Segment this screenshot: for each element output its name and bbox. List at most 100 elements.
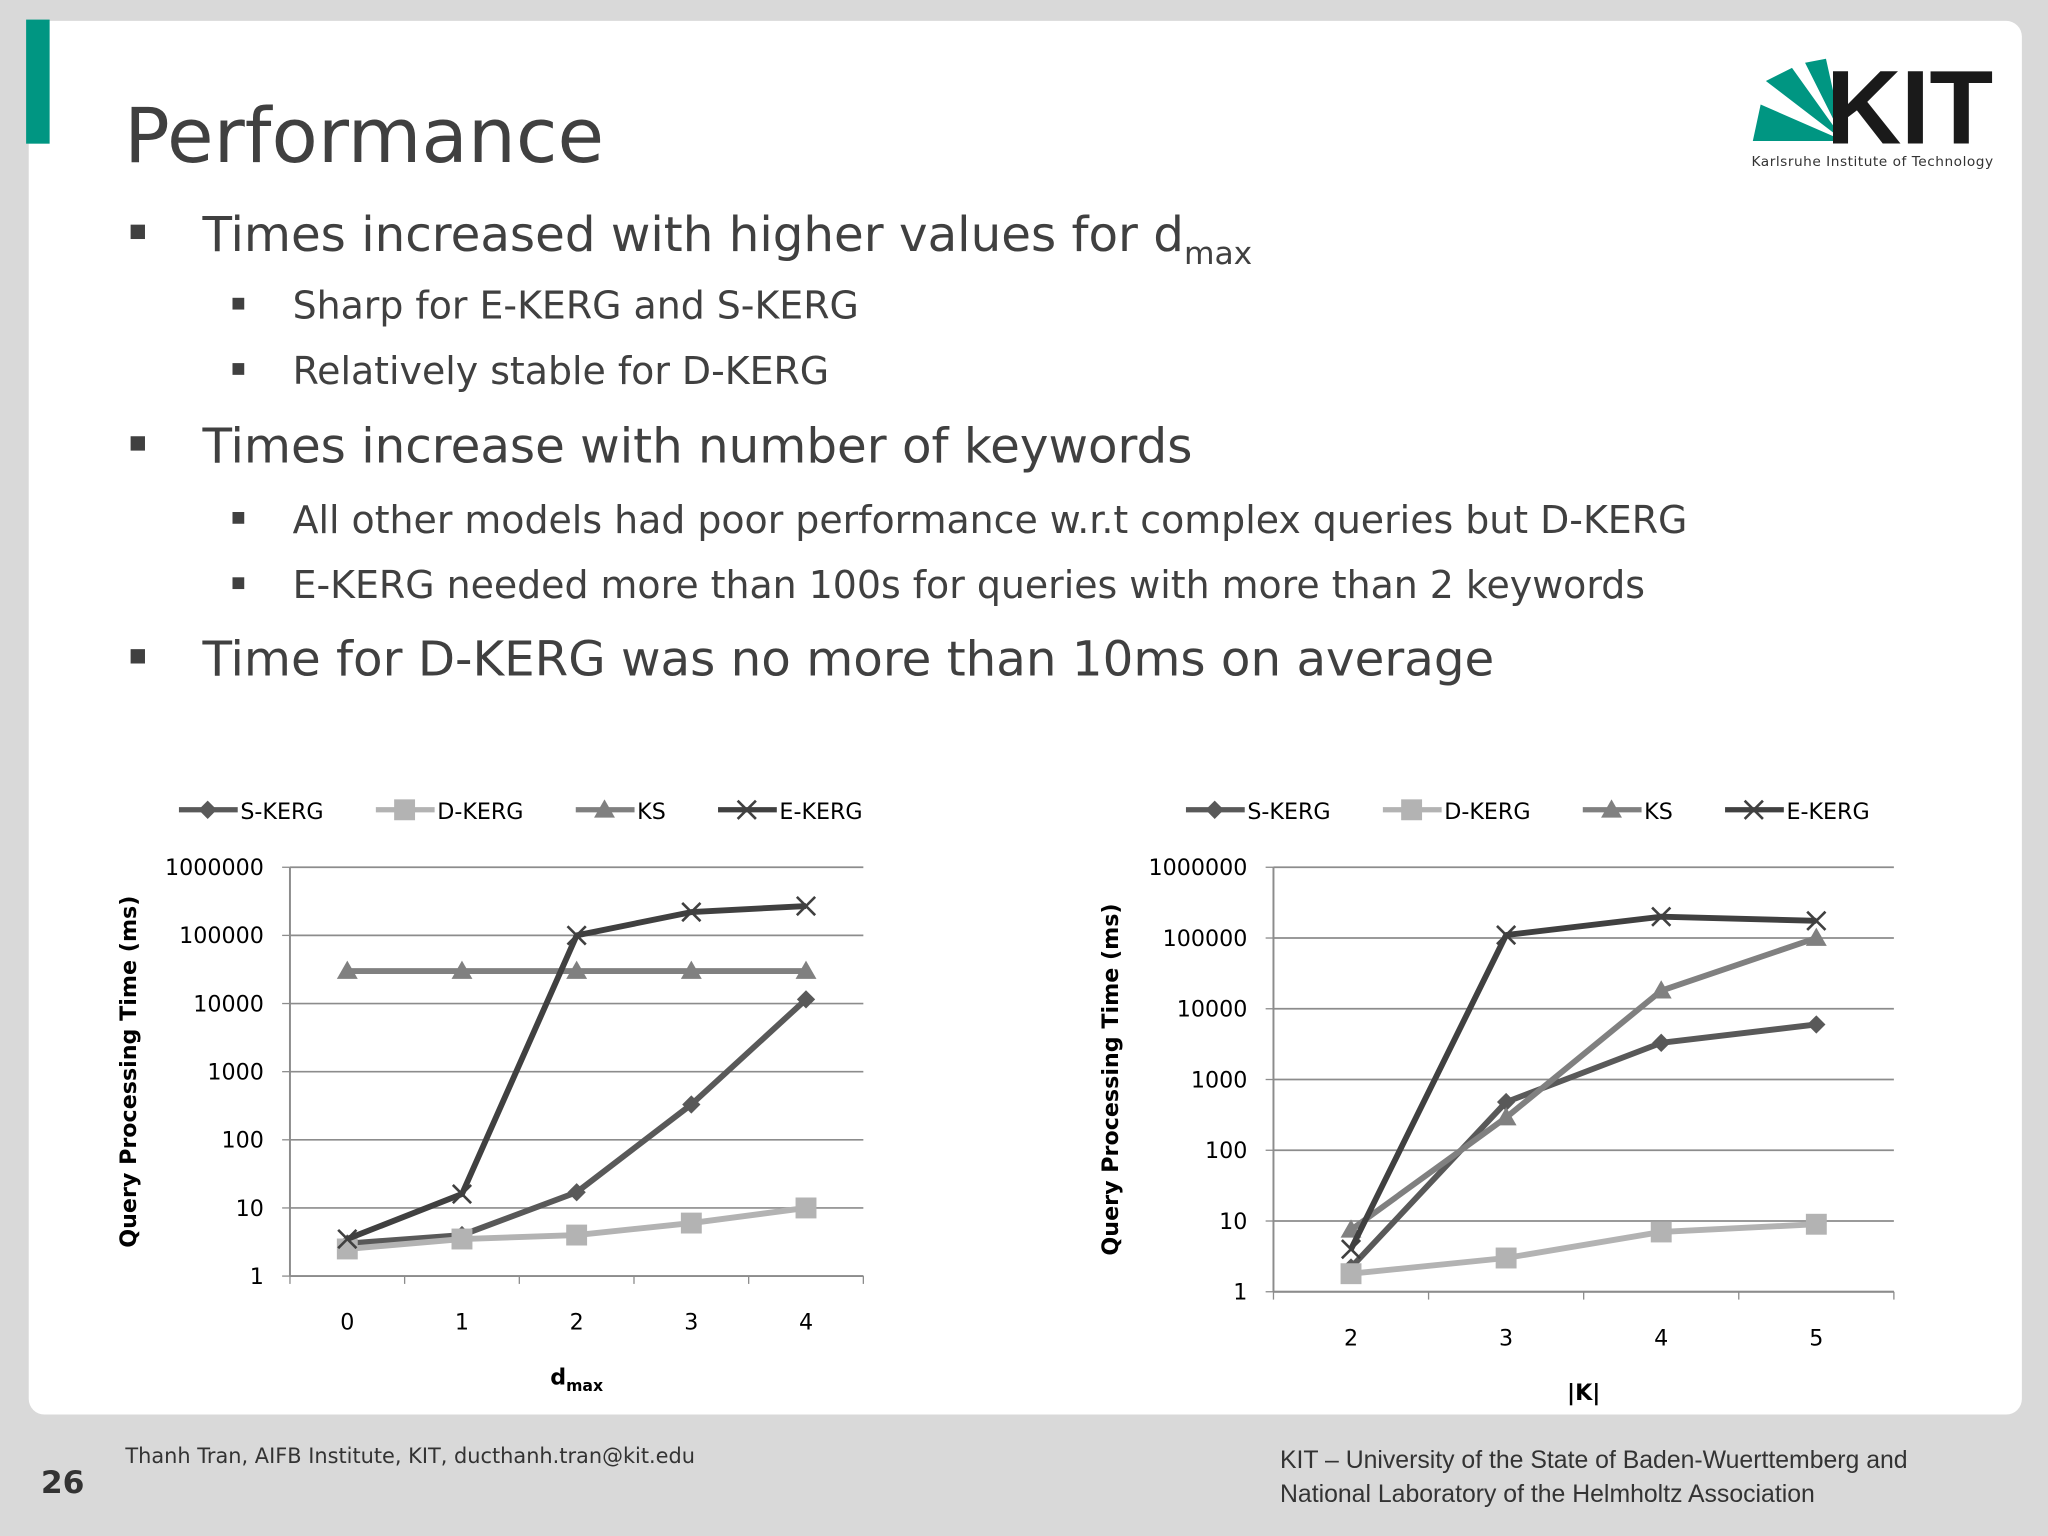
legend-marker	[1743, 799, 1764, 820]
marker	[566, 960, 588, 979]
marker	[566, 925, 587, 946]
legend-label: S-KERG	[1247, 799, 1330, 825]
footer-line: National Laboratory of the Helmholtz Ass…	[1280, 1481, 1815, 1508]
x-tick-label: 2	[570, 1310, 584, 1336]
bullet-marker	[232, 363, 245, 375]
x-tick-label: 4	[799, 1310, 813, 1336]
bullet-main: Sharp for E-KERG and S-KERG	[293, 284, 859, 328]
marker	[1650, 1221, 1672, 1243]
y-tick-label: 10000	[193, 991, 264, 1017]
marker	[795, 895, 817, 917]
legend-marker	[394, 799, 416, 821]
y-tick-label: 100	[1205, 1138, 1247, 1164]
marker	[681, 902, 702, 923]
marker	[1807, 1015, 1826, 1034]
chart: 1 10 100 1000 10000 100000 1000000 0 1 2 3 4 Query P…	[116, 799, 864, 1395]
bullet-text: Relatively stable for D-KERG	[293, 349, 830, 393]
x-tick-label: 5	[1809, 1325, 1823, 1351]
marker	[451, 960, 473, 979]
legend-marker	[1601, 799, 1622, 818]
marker	[796, 990, 816, 1009]
marker	[680, 960, 702, 979]
x-tick-label: 3	[1499, 1325, 1513, 1351]
legend-marker	[594, 799, 615, 818]
y-axis-label: Query Processing Time (ms)	[116, 896, 142, 1248]
marker	[1495, 1247, 1517, 1269]
bullet-text: E-KERG needed more than 100s for queries…	[293, 563, 1645, 607]
bullet-text: Times increased with higher values for d…	[201, 207, 1252, 272]
marker	[1805, 1213, 1827, 1235]
marker	[1650, 980, 1672, 999]
marker	[680, 1212, 702, 1234]
bullet-main: Time for D-KERG was no more than 10ms on…	[201, 631, 1494, 687]
x-axis-label-sub: max	[566, 1376, 603, 1395]
y-tick-label: 100000	[1163, 926, 1248, 952]
y-tick-label: 1000000	[1149, 855, 1248, 881]
y-tick-label: 1000	[207, 1060, 263, 1086]
bullet-text: Times increase with number of keywords	[201, 418, 1192, 474]
bullet-marker	[130, 436, 145, 451]
marker	[451, 1183, 473, 1205]
x-tick-label: 1	[455, 1310, 469, 1336]
legend-marker	[1205, 800, 1224, 819]
logo-name: KIT	[1826, 50, 1993, 167]
marker	[1496, 1092, 1516, 1112]
bullet-marker	[130, 649, 145, 664]
bullet-text: All other models had poor performance w.…	[293, 498, 1688, 542]
series-line	[1348, 913, 1817, 1251]
y-tick-label: 1	[250, 1264, 264, 1290]
logo: KIT Karlsruhe Institute of Technology	[1752, 50, 1994, 170]
series-line	[1349, 935, 1818, 1233]
x-tick-label: 3	[684, 1310, 698, 1336]
legend-label: D-KERG	[1444, 799, 1530, 825]
x-tick-label: 0	[340, 1310, 354, 1336]
marker	[566, 1224, 588, 1246]
bullet-text: Time for D-KERG was no more than 10ms on…	[201, 631, 1494, 687]
bullet-marker	[232, 577, 245, 590]
marker	[1651, 906, 1672, 927]
slide-body	[28, 20, 2022, 1415]
slide-title: Performance	[124, 92, 604, 180]
x-tick-label: 2	[1344, 1325, 1358, 1351]
marker	[1806, 910, 1827, 931]
bullet-marker	[130, 224, 145, 240]
author: Thanh Tran, AIFB Institute, KIT, ducthan…	[124, 1444, 695, 1468]
bullet-marker	[232, 297, 245, 310]
x-axis-label-main: d	[550, 1364, 566, 1390]
legend-label: S-KERG	[240, 799, 323, 825]
y-axis-label: Query Processing Time (ms)	[1098, 903, 1124, 1255]
legend-label: E-KERG	[779, 799, 862, 825]
x-axis-label-main: |K|	[1567, 1380, 1600, 1406]
legend-label: KS	[1644, 799, 1673, 825]
series-line	[1350, 1221, 1817, 1277]
x-axis-label: |K|	[1567, 1380, 1600, 1406]
marker	[1805, 927, 1827, 946]
bullet-text: Sharp for E-KERG and S-KERG	[293, 284, 859, 328]
x-tick-label: 4	[1654, 1325, 1668, 1351]
chart: 1 10 100 1000 10000 100000 1000000 2 3 4 5 Query Pr…	[1098, 799, 1895, 1406]
bullet-sub: max	[1184, 236, 1252, 272]
y-tick-label: 10	[236, 1196, 264, 1222]
accent-bar	[26, 19, 50, 144]
x-axis-label: dmax	[550, 1364, 603, 1395]
series-line	[1348, 1021, 1817, 1270]
footer-line: KIT – University of the State of Baden-W…	[1280, 1447, 1908, 1474]
bullet-main: All other models had poor performance w.…	[293, 498, 1688, 542]
marker	[1340, 1263, 1362, 1285]
y-tick-label: 10000	[1177, 997, 1248, 1023]
y-tick-label: 10	[1219, 1209, 1247, 1235]
marker	[337, 1228, 358, 1250]
marker	[1496, 925, 1517, 946]
legend-marker	[736, 799, 757, 820]
marker	[336, 1238, 358, 1260]
legend-label: D-KERG	[437, 799, 523, 825]
marker	[795, 1197, 817, 1219]
marker	[795, 960, 817, 979]
y-tick-label: 100	[221, 1128, 263, 1154]
y-tick-label: 1000	[1191, 1067, 1247, 1093]
y-tick-label: 1	[1233, 1280, 1247, 1306]
y-tick-label: 1000000	[165, 855, 264, 881]
bullet-marker	[232, 512, 245, 524]
